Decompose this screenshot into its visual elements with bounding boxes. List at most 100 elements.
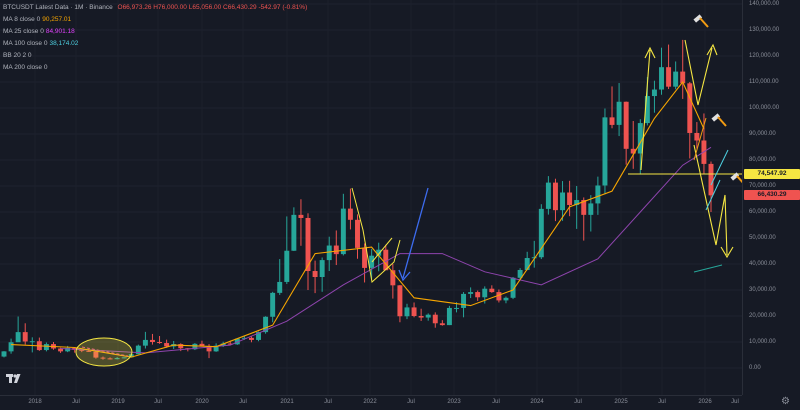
annotations-layer[interactable]: [75, 14, 742, 367]
candle-body: [157, 342, 163, 344]
candle-body: [256, 332, 261, 340]
candle-body: [616, 101, 622, 125]
candle-body: [411, 307, 417, 316]
candle-body: [446, 307, 452, 326]
y-tick-label: 20,000.00: [749, 313, 776, 319]
y-tick-label: 0.00: [749, 365, 761, 371]
indicator-ma8[interactable]: MA 8 close 0 90,257.01: [3, 14, 307, 26]
y-tick-label: 140,000.00: [749, 1, 780, 7]
y-tick-label: 60,000.00: [749, 209, 776, 215]
y-tick-label: 110,000.00: [749, 79, 779, 85]
candle-body: [121, 357, 127, 359]
candle-body: [694, 132, 700, 141]
candle-body: [107, 358, 113, 360]
candle-body: [468, 292, 474, 294]
moving-averages-layer: [11, 80, 712, 358]
candle-body: [199, 343, 205, 346]
x-tick-label: 2020: [195, 399, 209, 405]
indicator-ma100[interactable]: MA 100 close 0 38,174.02: [3, 38, 307, 50]
indicator-ma25[interactable]: MA 25 close 0 84,901.18: [3, 26, 307, 38]
projection-arrow-down: [693, 144, 734, 259]
y-tick-label: 30,000.00: [749, 287, 776, 293]
indicator-value: 90,257.01: [42, 16, 72, 23]
arrow-head: [398, 269, 411, 282]
hammer-handle: [736, 175, 742, 184]
candle-body: [439, 323, 445, 326]
indicator-ma200[interactable]: MA 200 close 0: [3, 62, 307, 74]
candle-body: [100, 357, 106, 359]
ma-slow-line: [60, 146, 712, 354]
x-tick-label: 2021: [280, 399, 294, 405]
projection-arrow-up: [640, 46, 656, 171]
candle-body: [581, 200, 587, 215]
candle-body: [369, 255, 375, 268]
candle-body: [178, 344, 184, 349]
trend-line: [693, 264, 723, 273]
x-tick-label: Jul: [239, 399, 247, 405]
hammer-icon: [693, 14, 709, 28]
y-tick-label: 50,000.00: [749, 235, 776, 241]
indicator-label: BB 20 2 0: [3, 52, 32, 59]
candle-body: [241, 337, 247, 339]
x-tick-label: 2023: [447, 399, 461, 405]
time-axis[interactable]: 2018 Jul 2019 Jul 2020 Jul 2021 Jul 2022 Jul 2023 J…: [0, 395, 742, 410]
trend-line: [693, 117, 707, 161]
symbol-title[interactable]: BTCUSDT Latest Data · 1M · Binance: [3, 4, 113, 11]
candle-body: [482, 288, 488, 298]
indicator-label: MA 8 close 0: [3, 16, 41, 23]
candle-body: [651, 89, 657, 97]
candle-body: [29, 341, 35, 343]
candle-body: [418, 316, 424, 318]
highlight-ellipse: [75, 337, 133, 367]
x-tick-label: Jul: [154, 399, 162, 405]
x-tick-label: 2019: [111, 399, 125, 405]
candle-body: [602, 117, 608, 186]
candle-body: [284, 250, 290, 282]
x-tick-label: Jul: [658, 399, 666, 405]
y-tick-label: 10,000.00: [749, 339, 776, 345]
candle-body: [510, 277, 516, 298]
candle-body: [567, 192, 573, 205]
candle-body: [552, 182, 558, 211]
candle-body: [524, 258, 530, 270]
hammer-icon: [711, 113, 727, 127]
candle-body: [595, 185, 601, 204]
candle-body: [227, 343, 233, 345]
pattern-line: [351, 187, 401, 283]
y-tick-label: 100,000.00: [749, 105, 780, 111]
x-tick-label: Jul: [731, 399, 739, 405]
candle-body: [630, 148, 636, 154]
candles-layer: [1, 39, 714, 360]
candle-body: [220, 343, 226, 346]
candle-body: [496, 292, 502, 301]
pattern-line: [371, 237, 393, 263]
candle-body: [574, 200, 580, 205]
candle-body: [404, 307, 410, 317]
price-axis[interactable]: 140,000.00 130,000.00 120,000.00 110,000.00…: [742, 0, 800, 395]
price-badge: 66,430.29: [744, 190, 800, 201]
candle-body: [79, 349, 85, 351]
price-badge: 74,547.92: [744, 169, 800, 180]
candle-body: [489, 288, 495, 293]
x-tick-label: 2024: [530, 399, 544, 405]
hammer-head: [711, 113, 721, 122]
indicator-label: MA 25 close 0: [3, 28, 44, 35]
settings-gear-icon[interactable]: ⚙: [781, 396, 790, 407]
candle-body: [305, 217, 311, 272]
candle-body: [432, 314, 438, 324]
hammer-handle: [717, 116, 727, 127]
candle-body: [333, 245, 339, 255]
candle-body: [206, 345, 212, 352]
candle-body: [248, 337, 254, 340]
tradingview-logo-icon[interactable]: [6, 372, 22, 384]
candle-body: [192, 343, 198, 350]
legend-title-row[interactable]: BTCUSDT Latest Data · 1M · Binance O66,9…: [3, 2, 307, 14]
candle-body: [644, 96, 650, 124]
projection-arrow-up: [684, 39, 718, 106]
price-plot[interactable]: [0, 0, 742, 395]
indicator-bb[interactable]: BB 20 2 0: [3, 50, 307, 62]
chart-legend[interactable]: BTCUSDT Latest Data · 1M · Binance O66,9…: [3, 2, 307, 74]
candle-body: [22, 332, 28, 342]
candle-body: [8, 342, 14, 352]
